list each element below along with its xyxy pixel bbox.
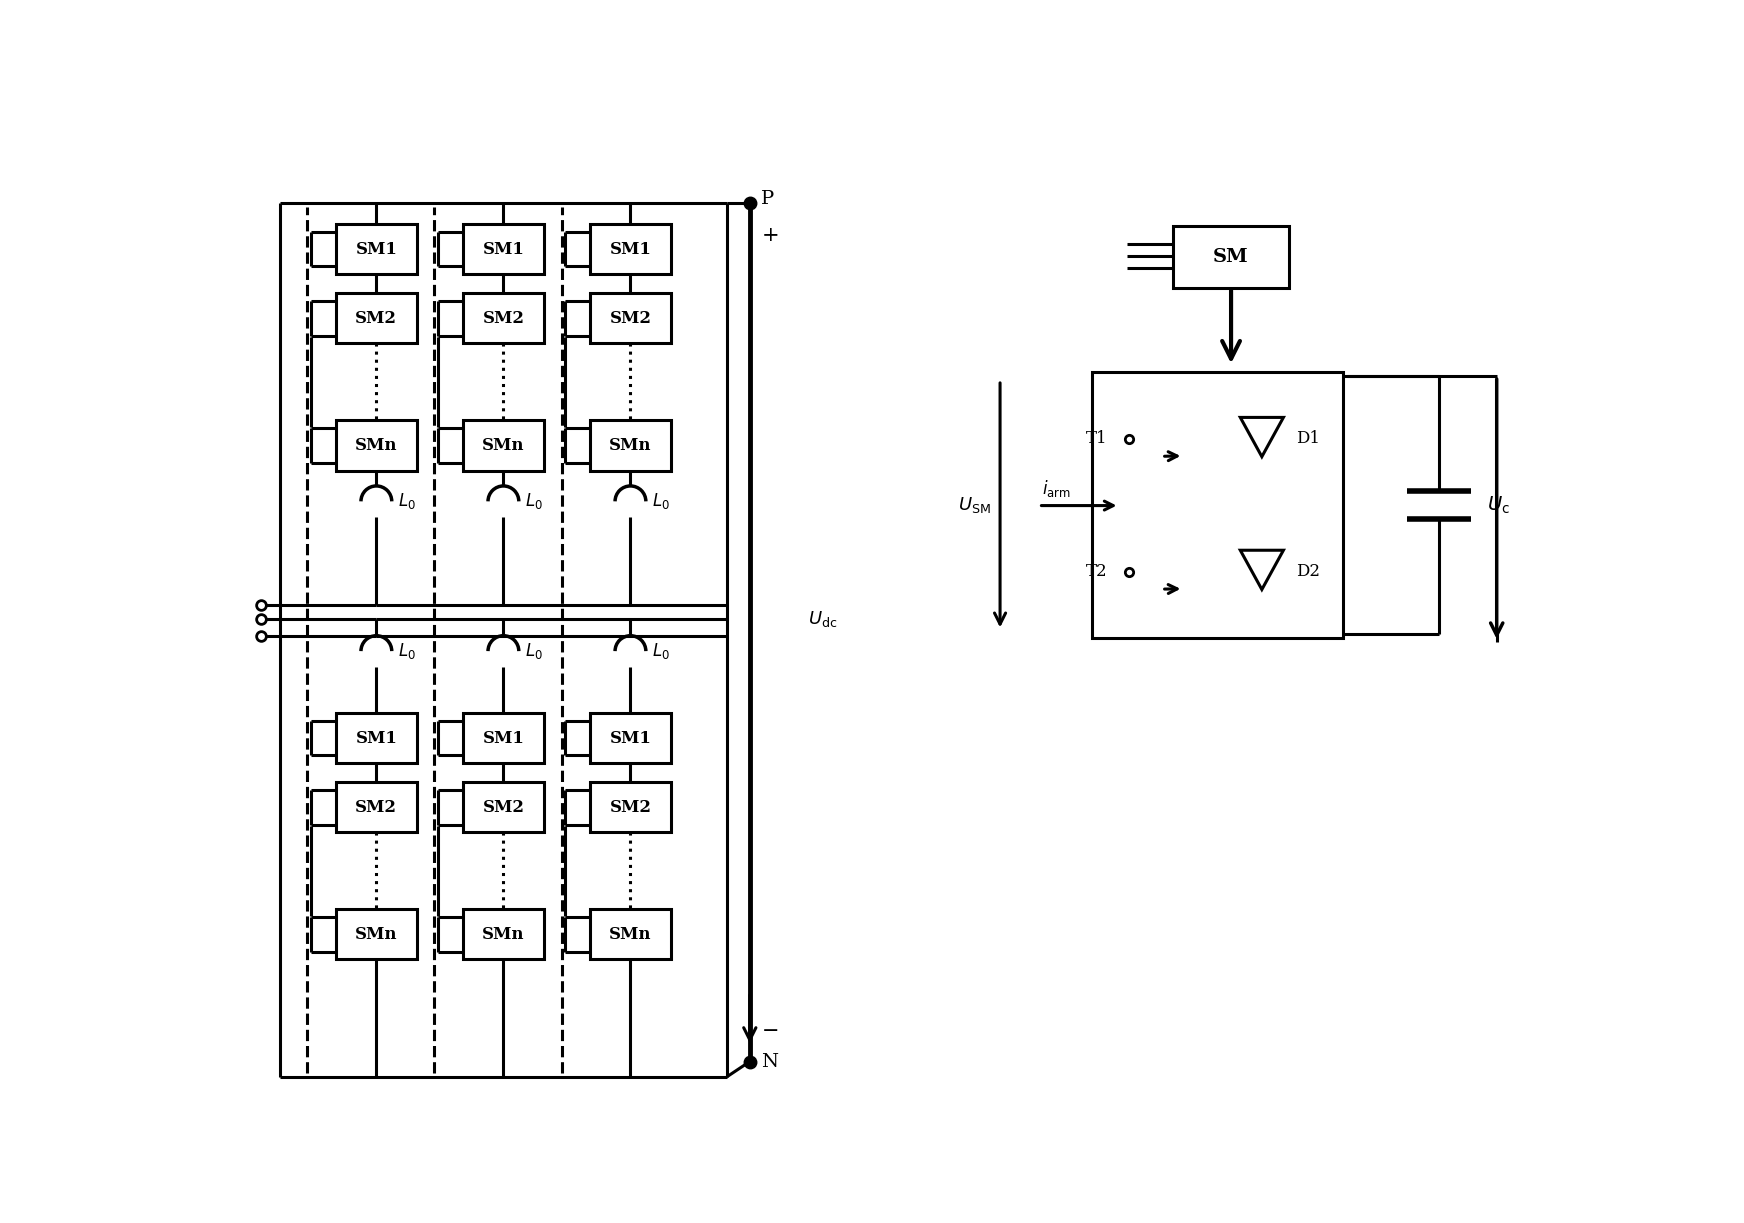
Text: P: P [762, 190, 774, 208]
Text: SM1: SM1 [356, 730, 398, 746]
Bar [462, 224, 544, 274]
Bar [1174, 226, 1289, 287]
Text: SM1: SM1 [356, 241, 398, 258]
Text: SMn: SMn [356, 437, 398, 454]
Text: SM2: SM2 [609, 799, 652, 816]
Text: T2: T2 [1087, 564, 1107, 580]
Text: $U_{\mathrm{SM}}$: $U_{\mathrm{SM}}$ [957, 495, 991, 515]
Text: SM: SM [1214, 248, 1249, 265]
Text: SM2: SM2 [609, 309, 652, 327]
Text: SM2: SM2 [483, 309, 525, 327]
Bar [337, 421, 417, 471]
Text: SM1: SM1 [483, 241, 525, 258]
Text: +: + [762, 226, 780, 245]
Bar [589, 910, 671, 960]
Bar [462, 421, 544, 471]
Text: SMn: SMn [609, 926, 652, 943]
Bar [462, 713, 544, 763]
Bar [337, 224, 417, 274]
Bar [337, 294, 417, 344]
Text: SMn: SMn [356, 926, 398, 943]
Text: SM2: SM2 [356, 309, 398, 327]
Text: SM1: SM1 [609, 241, 652, 258]
Text: SMn: SMn [481, 926, 525, 943]
Text: SM2: SM2 [356, 799, 398, 816]
Text: $-$: $-$ [762, 1020, 778, 1038]
Bar [462, 783, 544, 833]
Text: $L_0$: $L_0$ [398, 492, 415, 511]
Bar [589, 224, 671, 274]
Text: $L_0$: $L_0$ [652, 641, 670, 662]
Text: T1: T1 [1087, 430, 1107, 448]
Bar [589, 294, 671, 344]
Bar [337, 783, 417, 833]
Text: $L_0$: $L_0$ [652, 492, 670, 511]
Text: N: N [762, 1053, 778, 1070]
Bar [589, 713, 671, 763]
Text: SM2: SM2 [483, 799, 525, 816]
Text: SMn: SMn [481, 437, 525, 454]
Text: $U_{\mathrm{dc}}$: $U_{\mathrm{dc}}$ [807, 609, 837, 629]
Text: $L_0$: $L_0$ [525, 492, 542, 511]
Bar [1092, 372, 1343, 638]
Text: $L_0$: $L_0$ [398, 641, 415, 662]
Text: $U_{\mathrm{c}}$: $U_{\mathrm{c}}$ [1486, 494, 1510, 516]
Text: $i_{\mathrm{arm}}$: $i_{\mathrm{arm}}$ [1043, 478, 1071, 499]
Text: D1: D1 [1296, 430, 1320, 448]
Bar [337, 713, 417, 763]
Bar [337, 910, 417, 960]
Polygon shape [1240, 550, 1284, 589]
Bar [462, 294, 544, 344]
Text: $L_0$: $L_0$ [525, 641, 542, 662]
Text: SM1: SM1 [609, 730, 652, 746]
Bar [589, 783, 671, 833]
Bar [462, 910, 544, 960]
Text: SMn: SMn [609, 437, 652, 454]
Text: D2: D2 [1296, 564, 1320, 580]
Text: SM1: SM1 [483, 730, 525, 746]
Polygon shape [1240, 417, 1284, 456]
Bar [589, 421, 671, 471]
